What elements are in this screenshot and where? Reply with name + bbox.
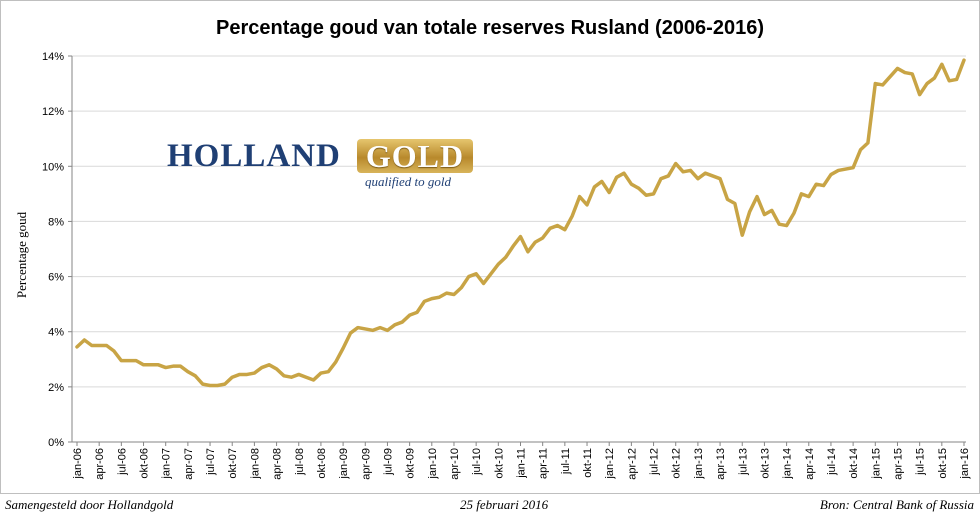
- logo-tagline: qualified to gold: [365, 174, 451, 189]
- x-tick-label: jul-13: [737, 448, 749, 476]
- y-tick-label: 4%: [48, 327, 64, 339]
- x-tick-label: jan-10: [427, 448, 439, 480]
- y-axis-label: Percentage goud: [14, 211, 29, 298]
- x-tick-label: apr-15: [892, 448, 904, 480]
- x-tick-label: apr-08: [272, 448, 284, 480]
- x-tick-label: jul-10: [471, 448, 483, 476]
- x-tick-label: jul-15: [915, 448, 927, 476]
- x-tick-label: jan-16: [959, 448, 971, 480]
- axes: [68, 55, 966, 446]
- x-tick-label: jul-12: [649, 448, 661, 476]
- x-tick-label: apr-11: [538, 448, 550, 479]
- x-tick-label: okt-08: [316, 448, 328, 479]
- y-tick-label: 2%: [48, 382, 64, 394]
- x-tick-label: okt-07: [227, 448, 239, 479]
- x-tick-label: jan-12: [604, 448, 616, 480]
- x-tick-label: jul-14: [826, 448, 838, 476]
- y-tick-label: 14%: [42, 51, 64, 63]
- y-tick-label: 0%: [48, 437, 64, 449]
- footer-credit: Samengesteld door Hollandgold: [5, 497, 174, 512]
- x-tick-label: apr-07: [183, 448, 195, 480]
- x-tick-label: jul-07: [205, 448, 217, 476]
- x-tick-label: apr-13: [715, 448, 727, 480]
- x-tick-label: okt-12: [671, 448, 683, 479]
- x-tick-label: jan-08: [249, 448, 261, 480]
- footer-source: Bron: Central Bank of Russia: [819, 497, 974, 512]
- logo-holland-text: HOLLAND: [167, 138, 341, 174]
- x-tick-label: jul-08: [294, 448, 306, 476]
- x-tick-label: apr-09: [360, 448, 372, 480]
- chart-title: Percentage goud van totale reserves Rusl…: [216, 17, 764, 39]
- x-tick-label: jan-15: [870, 448, 882, 480]
- y-tick-label: 6%: [48, 272, 64, 284]
- x-tick-label: jan-09: [338, 448, 350, 480]
- y-tick-label: 10%: [42, 161, 64, 173]
- x-tick-label: apr-14: [804, 448, 816, 480]
- x-tick-label: apr-12: [626, 448, 638, 480]
- gridlines: [72, 55, 966, 388]
- x-tick-label: jul-11: [560, 448, 572, 475]
- x-tick-label: jan-06: [72, 448, 84, 480]
- x-tick-label: jul-06: [116, 448, 128, 476]
- series-line-gold-percentage: [75, 58, 966, 388]
- x-tick-labels: jan-06 apr-06 jul-06 okt-06 jan-07 apr-07 jul-…: [72, 448, 971, 480]
- footer-date: 25 februari 2016: [460, 497, 549, 512]
- x-tick-label: jan-11: [516, 448, 528, 479]
- x-tick-label: jul-09: [382, 448, 394, 476]
- y-tick-label: 8%: [48, 216, 64, 228]
- x-tick-label: apr-10: [449, 448, 461, 480]
- x-tick-label: apr-06: [94, 448, 106, 480]
- x-tick-label: okt-11: [582, 448, 594, 478]
- x-tick-label: okt-14: [848, 448, 860, 479]
- chart-frame: [0, 0, 980, 494]
- x-tick-label: okt-13: [759, 448, 771, 479]
- line-chart: Percentage goud van totale reserves Rusl…: [14, 17, 971, 480]
- x-tick-label: okt-10: [493, 448, 505, 479]
- x-tick-label: jan-07: [161, 448, 173, 480]
- x-tick-label: jan-14: [782, 448, 794, 480]
- hollandgold-logo: HOLLAND GOLD qualified to gold: [165, 138, 477, 194]
- x-tick-label: okt-06: [139, 448, 151, 479]
- logo-gold-badge: GOLD: [357, 139, 473, 173]
- x-tick-label: okt-09: [405, 448, 417, 479]
- x-tick-label: okt-15: [937, 448, 949, 479]
- y-tick-label: 12%: [42, 106, 64, 118]
- footer: Samengesteld door Hollandgold 25 februar…: [0, 494, 980, 516]
- x-tick-label: jan-13: [693, 448, 705, 480]
- y-tick-labels: 0% 2% 4% 6% 8% 10% 12% 14%: [42, 51, 64, 449]
